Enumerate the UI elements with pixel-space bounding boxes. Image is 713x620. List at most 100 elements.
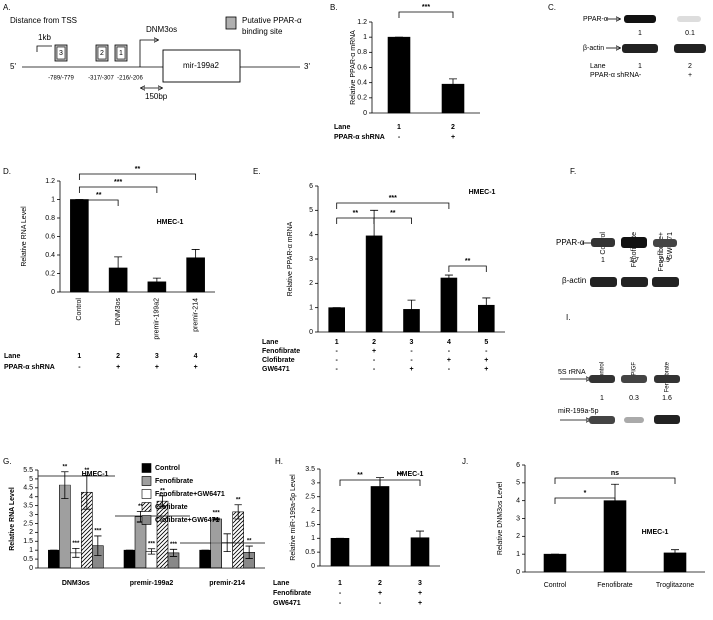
lane-cell: 4 <box>447 339 451 346</box>
significance-label: ** <box>236 497 241 503</box>
y-axis-label: Relative DNM3os Level <box>497 481 504 555</box>
band <box>621 375 647 383</box>
y-tick-label: 2 <box>311 507 315 514</box>
significance-label: ** <box>84 468 89 474</box>
significance-label: ** <box>160 488 165 494</box>
column-header: Fenofibrate+ <box>658 232 665 272</box>
quantification: 1 <box>601 257 605 264</box>
y-axis-label: Relative PPAR-α mRNA <box>287 221 294 296</box>
binding-site-inner <box>56 46 66 60</box>
error-bar <box>169 548 178 557</box>
y-tick-label: 2 <box>309 280 313 287</box>
significance-label: *** <box>72 541 80 547</box>
legend-swatch <box>141 502 152 512</box>
band <box>654 375 680 383</box>
lane-cell: + <box>155 364 159 371</box>
significance-label: *** <box>94 529 102 535</box>
significance-label: ** <box>247 539 252 545</box>
lane-cell: - <box>336 366 339 373</box>
x-tick-label: DNM3os <box>115 298 122 326</box>
lane-cell: + <box>447 357 451 364</box>
lane-cell: + <box>484 366 488 373</box>
significance-bracket <box>448 265 487 272</box>
band <box>622 44 658 53</box>
lane-cell: + <box>418 590 422 597</box>
y-axis-label: Relative RNA Level <box>9 487 16 551</box>
lane-cell: + <box>378 590 382 597</box>
y-tick-label: 5 <box>309 207 313 214</box>
legend-swatch <box>141 476 152 486</box>
significance-label: ** <box>353 210 359 217</box>
panel-label: G. <box>3 457 11 466</box>
y-tick-label: 0.8 <box>45 215 55 222</box>
lane-cell: + <box>116 364 120 371</box>
y-tick-label: 0.5 <box>23 556 33 563</box>
panel-label: B. <box>330 3 338 12</box>
lane-cell: - <box>448 348 451 355</box>
significance-label: ** <box>397 472 403 479</box>
significance-label: ** <box>390 210 396 217</box>
y-tick-label: 3 <box>311 480 315 487</box>
quantification: 0.3 <box>629 395 639 402</box>
site-label: 2 <box>100 50 104 57</box>
bar <box>387 36 411 114</box>
significance-bracket <box>339 479 381 486</box>
significance-label: *** <box>213 511 221 517</box>
y-tick-label: 1 <box>311 535 315 542</box>
significance-bracket <box>398 11 454 18</box>
band <box>653 239 677 247</box>
bar <box>232 511 244 569</box>
scale-label: 1kb <box>38 33 51 42</box>
significance-label: *** <box>170 542 178 548</box>
significance-label: ns <box>611 470 619 477</box>
bar <box>199 549 211 569</box>
lane-cell: - <box>373 366 376 373</box>
y-tick-label: 0 <box>51 289 55 296</box>
lane-cell: 1 <box>397 124 401 131</box>
binding-site-inner <box>97 46 107 60</box>
band <box>654 415 680 424</box>
lane-cell: - <box>339 600 342 607</box>
lane-cell: - <box>410 348 413 355</box>
lane-cell: 3 <box>418 580 422 587</box>
column-header: Fenofibrate <box>631 232 638 268</box>
gene-diagram: Distance from TSS 1kb 5' 3' 3 2 1 -789/-… <box>10 16 310 101</box>
bar <box>543 553 567 573</box>
significance-label: ** <box>138 504 143 510</box>
panel-label: E. <box>253 167 261 176</box>
y-tick-label: 1 <box>516 551 520 558</box>
significance-bracket <box>554 497 616 504</box>
column-header: Control <box>600 362 606 381</box>
lane-label: Lane <box>590 63 606 70</box>
y-tick-label: 1.2 <box>45 178 55 185</box>
diagram-heading: Distance from TSS <box>10 16 77 25</box>
y-tick-label: 1 <box>51 196 55 203</box>
lane-cell: - <box>78 364 81 371</box>
error-bar <box>416 530 424 545</box>
y-tick-label: 6 <box>309 183 313 190</box>
y-tick-label: 1.5 <box>23 538 33 545</box>
lane-cell: 3 <box>155 353 159 360</box>
y-tick-label: 1 <box>309 305 313 312</box>
lane-cell: - <box>639 72 642 79</box>
band <box>624 417 644 423</box>
error-bar <box>245 545 253 559</box>
band <box>589 416 615 424</box>
site-position: -216/-206 <box>117 76 143 82</box>
lane-cell: - <box>398 134 401 141</box>
x-tick-label: premir-199a2 <box>154 298 161 340</box>
significance-bracket <box>373 217 412 224</box>
band <box>590 277 617 287</box>
bar <box>440 277 458 333</box>
legend-text: binding site <box>242 27 283 36</box>
lane-label: Lane <box>273 580 289 587</box>
error-bar <box>72 548 80 558</box>
panel-label: A. <box>3 3 11 12</box>
western-blot: Control Fenofibrate Fenofibrate+ GW6471 … <box>556 232 679 287</box>
lane-cell: 2 <box>451 124 455 131</box>
panel-label: F. <box>570 167 576 176</box>
significance-label: *** <box>114 179 122 186</box>
y-tick-label: 2 <box>516 533 520 540</box>
